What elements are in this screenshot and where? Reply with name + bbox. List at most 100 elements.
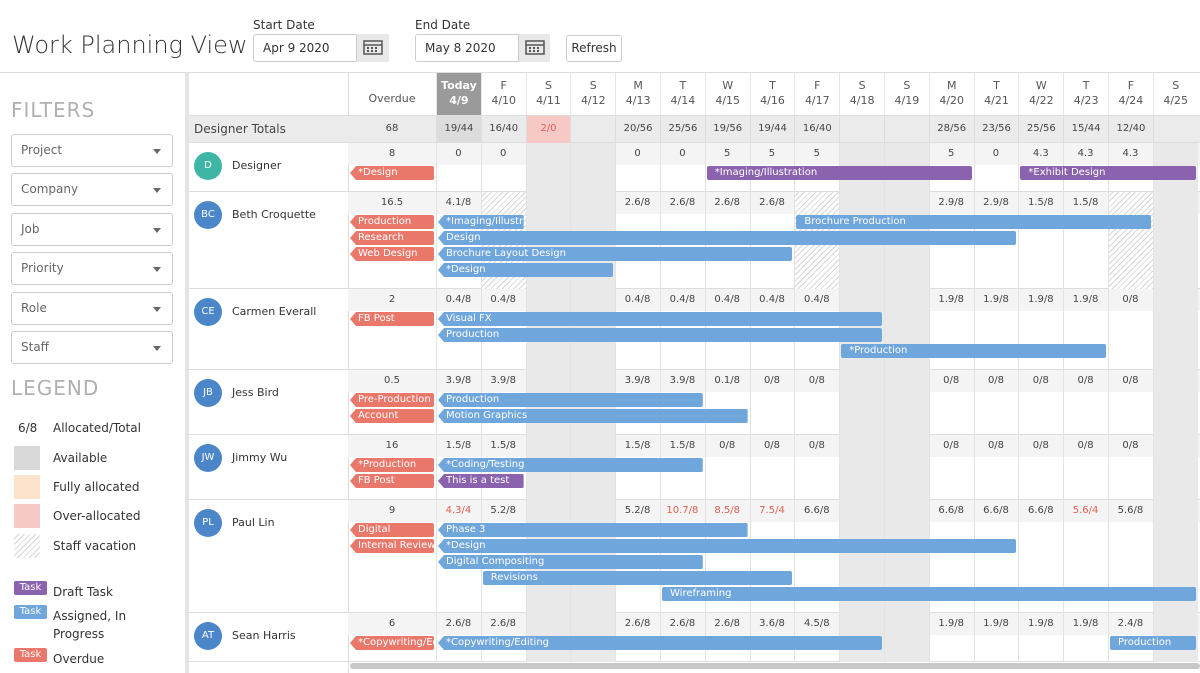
task-bar[interactable]: *Imaging/Illustr: [438, 215, 524, 229]
end-date-label: End Date: [415, 18, 471, 32]
filter-dropdown[interactable]: Staff: [11, 331, 173, 364]
day-header: W 4/15: [704, 73, 750, 115]
task-bar[interactable]: *Production: [841, 344, 1106, 358]
task-bar[interactable]: Brochure Production: [796, 215, 1151, 229]
overdue-task[interactable]: Pre-Production: [350, 393, 434, 407]
legend-task-tag: Task: [14, 648, 47, 662]
designer-row: [189, 143, 1200, 192]
overdue-task[interactable]: Research: [350, 231, 434, 245]
column-line: [973, 143, 975, 192]
day-header: S 4/19: [884, 73, 929, 115]
task-bar[interactable]: Motion Graphics: [438, 409, 748, 423]
legend-label: Over-allocated: [53, 509, 141, 524]
filter-dropdown[interactable]: Job: [11, 212, 173, 246]
task-bar[interactable]: *Imaging/Illustration: [706, 166, 972, 180]
overdue-task[interactable]: Digital: [350, 523, 434, 537]
allocation-cell: 2.6/8: [624, 618, 651, 629]
totals-value: 19/44: [758, 123, 787, 134]
task-bar[interactable]: This is a test: [438, 474, 524, 488]
column-line: [1063, 370, 1065, 435]
calendar-button[interactable]: [518, 34, 550, 62]
overdue-task[interactable]: *Design: [350, 166, 434, 180]
overdue-task[interactable]: *Production: [350, 458, 434, 472]
task-bar[interactable]: Revisions: [482, 571, 793, 585]
allocation-cell: 0: [992, 148, 1000, 159]
end-date-input[interactable]: May 8 2020: [415, 34, 550, 62]
totals-overdue: 68: [385, 123, 399, 134]
column-line: [704, 435, 706, 500]
column-line: [1152, 370, 1154, 435]
allocation-cell: 6.6/8: [1027, 505, 1054, 516]
weekend-column: [570, 143, 616, 192]
task-bar[interactable]: *Design: [438, 263, 614, 277]
overdue-task[interactable]: *Copywriting/Ed: [350, 636, 434, 650]
allocation-cell: 5.6/8: [1117, 505, 1144, 516]
allocation-cell: 0/8: [987, 375, 1005, 386]
task-bar[interactable]: Production: [438, 328, 882, 342]
column-line: [1018, 370, 1020, 435]
totals-cell: [570, 116, 615, 143]
allocation-cell: 0/8: [1077, 375, 1094, 386]
legend-allocation-example: 6/8: [18, 421, 38, 435]
task-bar[interactable]: *Copywriting/Editing: [438, 636, 882, 650]
totals-cell: 19/44: [436, 116, 481, 143]
task-bar[interactable]: Production: [438, 393, 703, 407]
allocation-cell: 0/8: [1122, 440, 1139, 451]
allocation-cell: 6.6/8: [803, 505, 830, 516]
weekend-column: [884, 613, 929, 662]
column-line: [1018, 500, 1020, 613]
allocation-cell: 5: [948, 148, 955, 159]
weekend-column: [884, 435, 929, 500]
column-line: [928, 613, 930, 662]
day-date: 4/9: [449, 94, 469, 107]
dropdown-caret: [153, 346, 161, 351]
overdue-task[interactable]: Account: [350, 409, 434, 423]
allocation-cell: 0.1/8: [714, 375, 741, 386]
filter-dropdown[interactable]: Company: [11, 173, 173, 207]
task-bar[interactable]: Production: [1110, 636, 1196, 650]
filter-label: Staff: [21, 340, 49, 354]
column-line: [884, 289, 885, 370]
allocation-cell: 2.6/8: [714, 197, 741, 208]
totals-cell: 2/0: [525, 116, 571, 143]
totals-cell: 12/40: [1108, 116, 1153, 143]
task-bar[interactable]: Phase 3: [438, 523, 748, 537]
column-line: [1108, 192, 1109, 289]
scrollbar[interactable]: [350, 663, 1200, 669]
task-bar[interactable]: *Exhibit Design: [1020, 166, 1196, 180]
day-date: 4/14: [670, 94, 696, 107]
allocation-cell: 3.9/8: [445, 375, 472, 386]
allocation-cell: 5: [724, 148, 731, 159]
overdue-task[interactable]: Production: [350, 215, 434, 229]
column-line: [1152, 500, 1154, 613]
overdue-task[interactable]: Web Design: [350, 247, 434, 261]
allocation-cell: 2.6/8: [624, 197, 651, 208]
allocation-cell: 2.4/8: [1117, 618, 1144, 629]
overdue-task[interactable]: FB Post: [350, 474, 434, 488]
designer-row: [189, 435, 1200, 500]
task-bar[interactable]: *Coding/Testing: [438, 458, 703, 472]
day-header: S 4/11: [525, 73, 571, 115]
start-date-input[interactable]: Apr 9 2020: [253, 34, 389, 62]
overdue-task[interactable]: Internal Review: [350, 539, 434, 553]
day-date: 4/17: [804, 94, 830, 107]
totals-row: [189, 116, 1200, 143]
refresh-button[interactable]: Refresh: [566, 35, 622, 62]
task-bar[interactable]: Design: [438, 231, 1017, 245]
filter-dropdown[interactable]: Priority: [11, 252, 173, 286]
task-bar[interactable]: *Design: [438, 539, 1017, 553]
calendar-button[interactable]: [356, 34, 389, 62]
day-date: 4/20: [939, 94, 965, 107]
day-of-week: T: [1082, 79, 1090, 92]
task-bar[interactable]: Wireframing: [662, 587, 1196, 601]
task-bar[interactable]: Visual FX: [438, 312, 882, 326]
allocation-cell: 2.6/8: [490, 618, 517, 629]
task-bar[interactable]: Brochure Layout Design: [438, 247, 793, 261]
task-bar[interactable]: Digital Compositing: [438, 555, 703, 569]
allocation-cell: 4.3: [1122, 148, 1139, 159]
column-line: [436, 143, 437, 192]
filter-dropdown[interactable]: Project: [11, 134, 173, 167]
filter-dropdown[interactable]: Role: [11, 291, 173, 325]
column-line: [1063, 192, 1065, 289]
overdue-task[interactable]: FB Post: [350, 312, 434, 326]
